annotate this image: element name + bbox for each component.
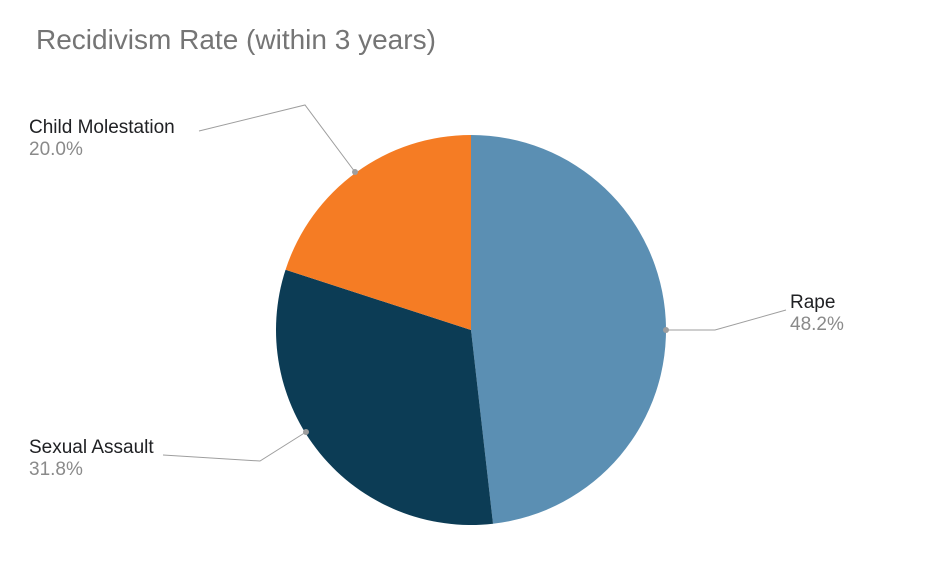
slice-label-name: Child Molestation bbox=[29, 117, 175, 139]
slice-label: Child Molestation20.0% bbox=[29, 117, 175, 161]
slice-label-name: Sexual Assault bbox=[29, 437, 154, 459]
slice-label-name: Rape bbox=[790, 292, 844, 314]
slice-label-pct: 48.2% bbox=[790, 314, 844, 336]
slice-label-pct: 20.0% bbox=[29, 139, 175, 161]
slice-label: Rape48.2% bbox=[790, 292, 844, 336]
slice-label: Sexual Assault31.8% bbox=[29, 437, 154, 481]
pie-slice bbox=[471, 135, 666, 524]
slice-label-pct: 31.8% bbox=[29, 459, 154, 481]
